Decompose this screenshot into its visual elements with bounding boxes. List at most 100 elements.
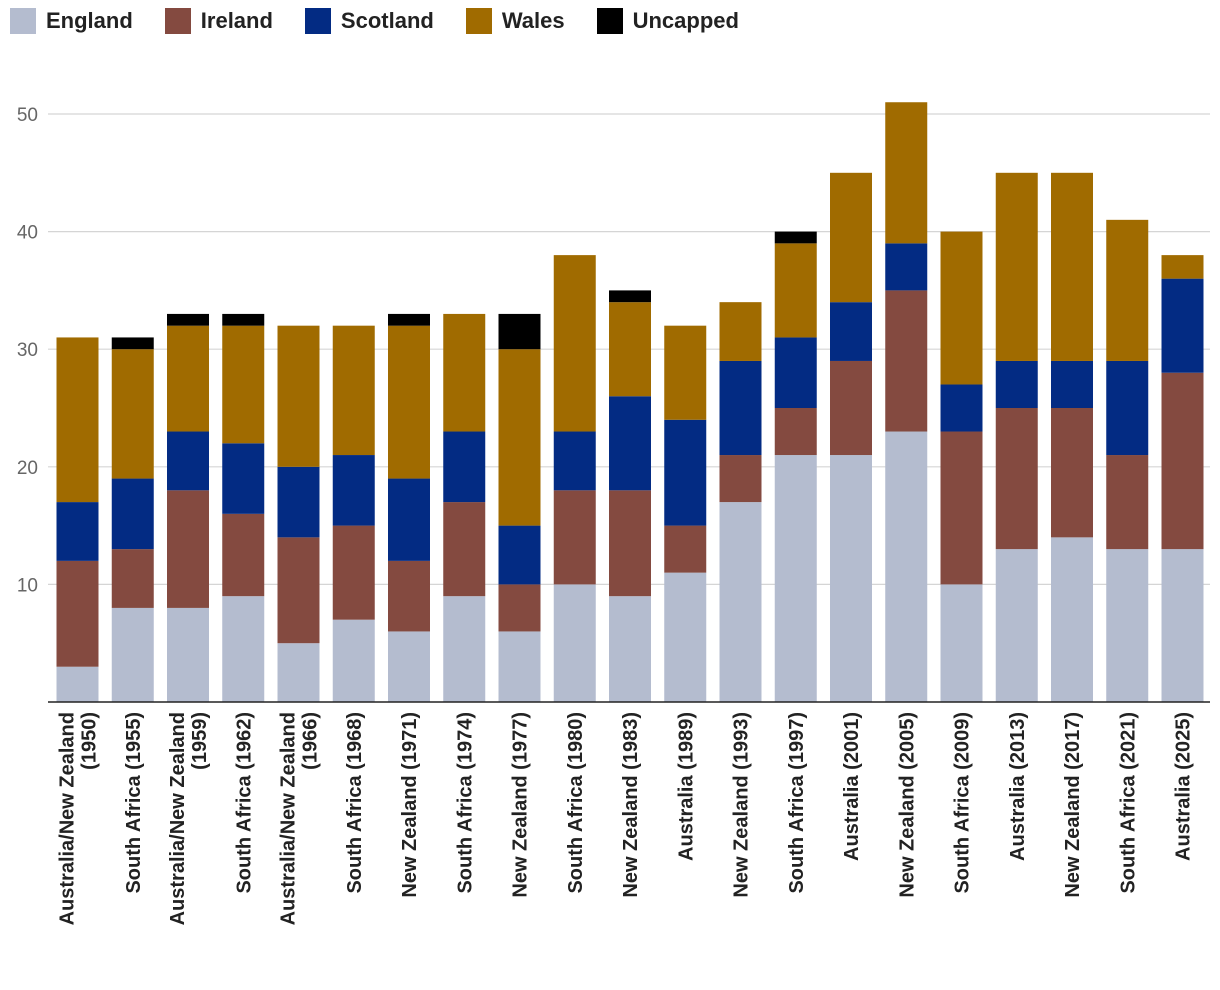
bar-segment-ireland [56, 560, 99, 667]
x-category-label: Australia (2013) [1007, 712, 1029, 861]
bar-segment-uncapped [167, 313, 209, 326]
x-category-label: South Africa (1997) [786, 712, 808, 894]
bar-segment-wales [498, 349, 541, 526]
bar-segment-england [774, 455, 817, 702]
x-axis-labels: Australia/New Zealand (1950) South Africa … [57, 712, 1195, 925]
bar-segment-england [995, 549, 1038, 702]
x-category-label: (1959) [189, 712, 211, 770]
legend-label: Ireland [200, 8, 273, 33]
bar-segment-scotland [167, 431, 209, 491]
bar-segment-wales [940, 231, 983, 385]
bar-segment-england [553, 584, 596, 702]
bar-segment-wales [995, 172, 1038, 361]
bar-segment-ireland [1161, 372, 1204, 550]
bar-segment-uncapped [111, 337, 154, 350]
bar-segment-england [830, 455, 872, 702]
bar-segment-wales [719, 302, 762, 361]
bar-segment-uncapped [774, 231, 817, 244]
bar-segment-wales [885, 102, 928, 244]
bar-segment-scotland [719, 360, 762, 456]
x-category-label: Australia/New Zealand [57, 712, 79, 925]
bar-segment-uncapped [222, 313, 265, 326]
y-tick-label: 10 [17, 575, 38, 596]
x-category-label: South Africa (1980) [565, 712, 587, 894]
bar-segment-england [719, 502, 762, 702]
y-tick-label: 40 [17, 223, 38, 244]
x-category-label: Australia/New Zealand [278, 712, 300, 925]
legend-label: Wales [501, 8, 565, 33]
bar-segment-scotland [1106, 360, 1149, 456]
y-tick-label: 50 [17, 105, 38, 126]
x-category-label: (1966) [300, 712, 322, 770]
bar-segment-ireland [167, 490, 209, 608]
bar-segment-scotland [1161, 278, 1204, 373]
bar-segment-ireland [664, 525, 707, 573]
bar-segment-wales [664, 325, 707, 420]
bar-segment-wales [56, 337, 99, 503]
bar-segment-uncapped [498, 313, 541, 350]
legend-swatch-scotland [304, 8, 331, 34]
bar-segment-england [885, 431, 928, 702]
bar-segment-ireland [774, 408, 817, 456]
x-category-label: New Zealand (1971) [399, 712, 421, 898]
bar-segment-wales [553, 255, 596, 432]
bar-segment-england [940, 584, 983, 702]
legend-label: England [46, 8, 133, 33]
legend-item-ireland: Ireland [164, 8, 273, 34]
bar-segment-ireland [995, 408, 1038, 550]
bar-segment-england [1051, 537, 1093, 702]
x-category-label: New Zealand (1993) [731, 712, 753, 898]
bar-segment-ireland [443, 502, 486, 597]
legend-label: Uncapped [632, 8, 739, 33]
bar-segment-scotland [553, 431, 596, 491]
bar-segment-scotland [885, 243, 928, 291]
bar-segment-scotland [830, 302, 872, 361]
legend-swatch-ireland [164, 8, 191, 34]
x-category-label: Australia/New Zealand [167, 712, 189, 925]
bar-segment-england [1161, 549, 1204, 702]
legend-item-uncapped: Uncapped [596, 8, 739, 34]
x-category-label: New Zealand (2005) [896, 712, 918, 898]
bar-segment-wales [443, 313, 486, 432]
bar-segment-ireland [111, 549, 154, 608]
y-tick-label: 30 [17, 340, 38, 361]
legend-swatch-wales [465, 8, 492, 34]
bar-segment-scotland [222, 443, 265, 514]
bar-segment-uncapped [609, 290, 651, 303]
bar-segment-wales [1161, 255, 1204, 279]
bar-segment-ireland [885, 290, 928, 432]
legend-swatch-england [10, 8, 36, 34]
bar-segment-wales [774, 243, 817, 338]
y-axis-ticks: 10 20 30 40 50 [17, 105, 38, 596]
x-category-label: South Africa (1974) [454, 712, 476, 894]
bar-segment-scotland [498, 525, 541, 585]
bar-segment-england [1106, 549, 1149, 702]
x-category-label: Australia (2001) [841, 712, 863, 861]
bar-segment-scotland [940, 384, 983, 432]
bar-segment-wales [332, 325, 375, 456]
bar-segment-scotland [609, 396, 651, 491]
bar-segment-ireland [1106, 455, 1149, 550]
x-category-label: Australia (1989) [675, 712, 697, 861]
bar-segment-england [388, 631, 430, 702]
bar-segment-wales [388, 325, 430, 479]
x-category-label: South Africa (1962) [233, 712, 255, 894]
x-category-label: New Zealand (1977) [510, 712, 532, 898]
bar-segment-ireland [332, 525, 375, 620]
bar-segment-wales [830, 172, 872, 303]
bar-segment-wales [1106, 219, 1149, 361]
x-category-label: New Zealand (2017) [1062, 712, 1084, 898]
bar-segment-scotland [664, 419, 707, 526]
bar-segment-england [167, 607, 209, 702]
bar-group [56, 102, 1204, 702]
x-category-label: (1950) [79, 712, 101, 770]
bar-segment-england [498, 631, 541, 702]
bar-segment-ireland [277, 537, 320, 644]
bar-segment-england [609, 596, 651, 702]
bar-segment-ireland [553, 490, 596, 585]
bar-segment-wales [111, 349, 154, 479]
bar-segment-scotland [277, 466, 320, 538]
bar-segment-england [111, 607, 154, 702]
legend-swatch-uncapped [596, 8, 623, 34]
